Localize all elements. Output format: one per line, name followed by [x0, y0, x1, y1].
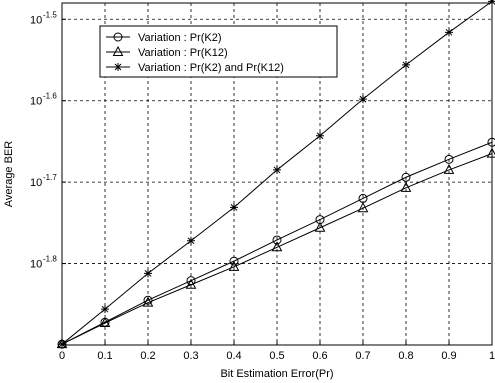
y-tick-base: 10: [30, 96, 42, 108]
y-tick-label: 10 -1.5: [30, 10, 57, 26]
data-point-triangle: [99, 316, 111, 328]
legend-marker-asterisk: [114, 63, 122, 71]
x-tick-label: 0: [59, 350, 65, 362]
y-tick-base: 10: [30, 14, 42, 26]
y-tick-exponent: -1.5: [43, 10, 57, 19]
legend-item: Variation : Pr(K12): [106, 45, 228, 59]
x-tick-label: 0.3: [183, 350, 198, 362]
y-tick-base: 10: [30, 259, 42, 271]
data-point-triangle: [443, 163, 455, 174]
legend-marker-circle: [113, 32, 123, 42]
y-tick-exponent: -1.8: [43, 255, 57, 264]
data-point-asterisk: [144, 269, 152, 278]
data-point-circle: [444, 154, 454, 164]
y-axis-label: Average BER: [3, 141, 15, 208]
x-tick-label: 0.9: [441, 350, 456, 362]
x-tick-label: 0.1: [97, 350, 112, 362]
plot-series: [56, 0, 495, 349]
series-triangle: [56, 147, 495, 349]
data-point-asterisk: [359, 95, 367, 104]
series-line: [61, 153, 493, 345]
axis-ticks: 0 0.1 0.2 0.3 0.4 0.5 0.6 0.7 0.8 0.9 110 -1.510 -1.…: [30, 10, 495, 362]
data-point-circle: [229, 256, 239, 266]
legend-marker-triangle: [112, 45, 124, 56]
legend-label: Variation : Pr(K2) and Pr(K12): [138, 62, 284, 74]
data-point-asterisk: [488, 0, 495, 6]
data-point-circle: [143, 295, 153, 305]
data-point-asterisk: [316, 131, 324, 140]
x-tick-label: 0.4: [226, 350, 241, 362]
x-tick-label: 1: [489, 350, 495, 362]
data-point-triangle: [142, 296, 154, 307]
data-point-asterisk: [273, 165, 281, 174]
y-tick-base: 10: [30, 177, 42, 189]
data-point-triangle: [400, 181, 412, 192]
data-point-asterisk: [187, 236, 195, 245]
data-point-circle: [401, 172, 411, 182]
y-tick-label: 10 -1.6: [30, 92, 57, 108]
y-tick-label: 10 -1.7: [30, 173, 57, 189]
y-tick-exponent: -1.6: [43, 92, 57, 101]
x-tick-label: 0.7: [355, 350, 370, 362]
data-point-triangle: [314, 221, 326, 232]
x-tick-label: 0.2: [140, 350, 155, 362]
data-point-circle: [272, 235, 282, 245]
data-point-asterisk: [445, 28, 453, 37]
x-axis-label: Bit Estimation Error(Pr): [220, 368, 333, 380]
data-point-triangle: [185, 278, 197, 289]
series-line: [61, 141, 493, 345]
legend-box: [99, 25, 338, 78]
data-point-triangle: [357, 202, 369, 213]
data-point-triangle: [271, 241, 283, 252]
x-tick-label: 0.8: [398, 350, 413, 362]
legend-label: Variation : Pr(K2): [138, 32, 222, 44]
data-point-triangle: [228, 260, 240, 271]
y-tick-exponent: -1.7: [43, 173, 57, 182]
data-point-asterisk: [101, 305, 109, 314]
y-tick-label: 10 -1.8: [30, 255, 57, 271]
data-point-asterisk: [230, 203, 238, 212]
x-tick-label: 0.5: [269, 350, 284, 362]
legend: Variation : Pr(K2) Variation : Pr(K12) Var…: [99, 25, 338, 78]
legend-label: Variation : Pr(K12): [138, 47, 228, 59]
legend-item: Variation : Pr(K2): [106, 32, 222, 44]
x-tick-label: 0.6: [312, 350, 327, 362]
legend-item: Variation : Pr(K2) and Pr(K12): [106, 62, 284, 74]
data-point-asterisk: [402, 60, 410, 69]
data-point-triangle: [486, 147, 495, 158]
